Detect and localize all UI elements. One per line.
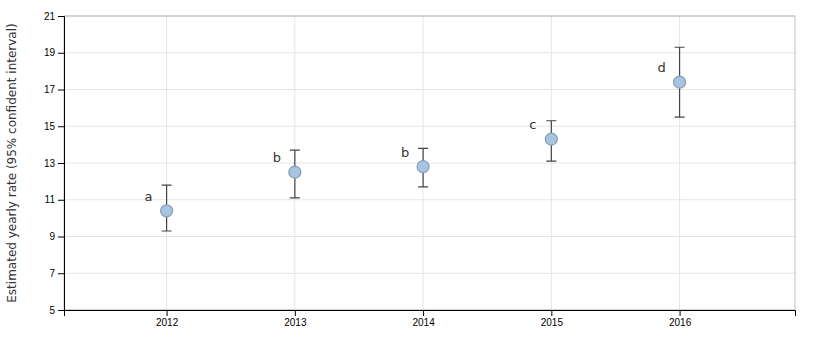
- grid-line-y: [64, 89, 795, 90]
- point: [161, 205, 173, 217]
- x-axis-tick: 2012: [156, 310, 179, 328]
- x-axis-tick-mark: [551, 310, 552, 316]
- x-axis-tick-mark: [295, 310, 296, 316]
- y-axis-tick-label: 17: [44, 84, 56, 95]
- plot-frame: [64, 16, 795, 310]
- point-label: c: [529, 117, 536, 132]
- grid-line-x: [551, 16, 552, 310]
- y-axis-tick: 21: [44, 11, 64, 22]
- y-axis-tick: 5: [49, 305, 64, 316]
- error-bar: [546, 121, 556, 161]
- y-axis-tick: 15: [44, 121, 64, 132]
- x-axis-tick-mark: [680, 310, 681, 316]
- chart-container: 2012 2013 2014 2015 2016 5 7 9 11 13 15 17 19 21 Estim…: [0, 0, 819, 342]
- grid-line-y: [64, 126, 795, 127]
- point: [545, 133, 557, 145]
- marks: [161, 47, 686, 231]
- y-axis-tick-mark: [58, 310, 64, 311]
- y-axis-tick-mark: [58, 16, 64, 17]
- y-axis-tick-label: 9: [49, 231, 55, 242]
- point-label: b: [401, 145, 409, 160]
- x-axis-tick-label: 2012: [156, 317, 179, 328]
- y-axis-tick-mark: [58, 126, 64, 127]
- y-axis: 5 7 9 11 13 15 17 19 21: [44, 11, 65, 316]
- grid-line-y: [64, 273, 795, 274]
- error-bar: [418, 148, 428, 187]
- y-axis-tick-mark: [58, 200, 64, 201]
- y-axis-tick-label: 11: [45, 194, 56, 205]
- point: [417, 161, 429, 173]
- point-label: d: [658, 60, 666, 75]
- grid-line-y: [64, 163, 795, 164]
- x-axis: 2012 2013 2014 2015 2016: [65, 310, 796, 328]
- x-axis-tick: 2013: [284, 310, 307, 328]
- x-axis-tick-mark: [167, 310, 168, 316]
- y-axis-tick-label: 13: [44, 158, 56, 169]
- y-axis-tick-label: 19: [44, 47, 56, 58]
- x-axis-tick-label: 2013: [284, 317, 307, 328]
- grid-line-y: [64, 199, 795, 200]
- y-axis-tick-label: 7: [49, 268, 55, 279]
- x-axis-tick: 2015: [541, 310, 564, 328]
- y-axis-title: Estimated yearly rate (95% confident int…: [5, 23, 19, 302]
- y-axis-tick-mark: [58, 237, 64, 238]
- point-label: b: [273, 150, 281, 165]
- grid-line-y: [64, 236, 795, 237]
- grid-line-x: [166, 16, 167, 310]
- y-axis-tick-label: 5: [49, 305, 55, 316]
- x-axis-line: [65, 311, 796, 317]
- y-axis-tick-mark: [58, 90, 64, 91]
- x-axis-tick: 2014: [412, 310, 435, 328]
- x-axis-tick-mark: [423, 310, 424, 316]
- chart-svg: 2012 2013 2014 2015 2016 5 7 9 11 13 15 17 19 21 Estim…: [0, 0, 819, 342]
- x-axis-tick: 2016: [669, 310, 692, 328]
- point: [674, 76, 686, 88]
- point: [289, 166, 301, 178]
- y-axis-tick: 17: [44, 84, 64, 95]
- grid-line-y: [64, 52, 795, 53]
- y-axis-tick-mark: [58, 273, 64, 274]
- y-axis-tick-mark: [58, 163, 64, 164]
- error-bar: [290, 150, 300, 198]
- error-bar: [675, 47, 685, 117]
- y-axis-tick-label: 21: [44, 11, 56, 22]
- error-bar: [162, 185, 172, 231]
- y-axis-tick: 13: [44, 158, 64, 169]
- y-axis-tick: 19: [44, 47, 64, 58]
- y-axis-tick-mark: [58, 53, 64, 54]
- x-axis-tick-label: 2015: [541, 317, 564, 328]
- y-axis-tick: 7: [49, 268, 64, 279]
- point-label: a: [145, 189, 153, 204]
- y-axis-tick: 11: [45, 194, 64, 205]
- y-axis-tick-label: 15: [44, 121, 56, 132]
- point-labels: a b b c d: [145, 60, 666, 204]
- grid: [64, 16, 795, 310]
- y-axis-tick: 9: [49, 231, 64, 242]
- x-axis-tick-label: 2014: [412, 317, 435, 328]
- x-axis-tick-label: 2016: [669, 317, 692, 328]
